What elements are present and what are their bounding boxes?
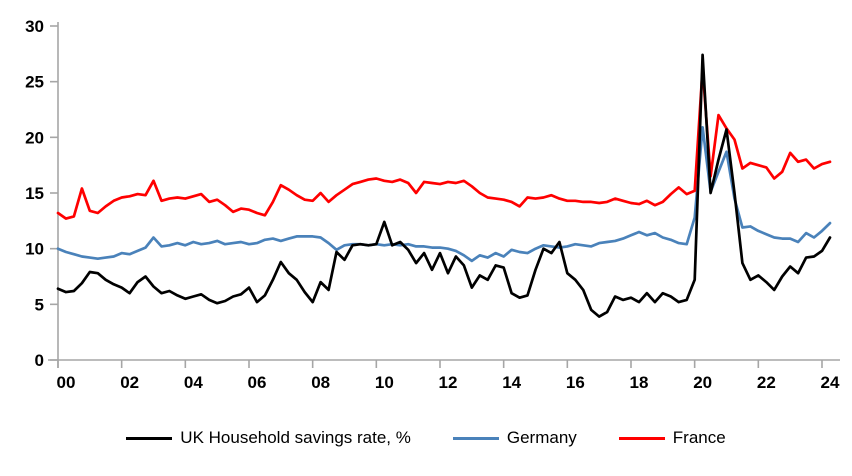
legend-label-france: France (672, 428, 726, 447)
x-tick-label: 00 (57, 373, 76, 392)
legend-label-germany: Germany (506, 428, 577, 447)
series-line-germany (56, 125, 832, 263)
y-tick-label: 10 (25, 240, 44, 259)
y-tick-label: 30 (25, 17, 44, 36)
y-tick-label: 5 (35, 295, 44, 314)
chart-legend: UK Household savings rate, % Germany Fra… (0, 428, 852, 448)
x-tick-label: 04 (184, 373, 203, 392)
france-line-swatch-icon (618, 436, 665, 440)
germany-line-swatch-icon (452, 436, 499, 440)
x-tick-label: 14 (502, 373, 521, 392)
legend-item-uk: UK Household savings rate, % (126, 428, 411, 448)
legend-item-germany: Germany (452, 428, 577, 448)
x-tick-label: 20 (693, 373, 712, 392)
y-tick-label: 25 (25, 73, 44, 92)
series-line-france (56, 66, 832, 220)
x-tick-label: 12 (439, 373, 458, 392)
x-tick-label: 24 (821, 373, 840, 392)
x-tick-label: 08 (311, 373, 330, 392)
savings-rate-line-chart: 0 5 10 15 20 25 30 00 02 04 06 08 10 12 14 16 18 20 22 24 (25, 17, 840, 392)
y-tick-label: 15 (25, 184, 44, 203)
x-tick-label: 22 (757, 373, 776, 392)
uk-line-swatch-icon (126, 436, 173, 440)
x-tick-label: 02 (120, 373, 139, 392)
x-tick-label: 16 (566, 373, 585, 392)
x-tick-label: 10 (375, 373, 394, 392)
x-tick-label: 18 (630, 373, 649, 392)
x-tick-label: 06 (248, 373, 267, 392)
y-tick-label: 20 (25, 128, 44, 147)
series-line-uk-household-savings-rate (56, 53, 832, 318)
y-tick-label: 0 (35, 351, 44, 370)
legend-label-uk: UK Household savings rate, % (180, 428, 411, 447)
legend-item-france: France (618, 428, 726, 448)
